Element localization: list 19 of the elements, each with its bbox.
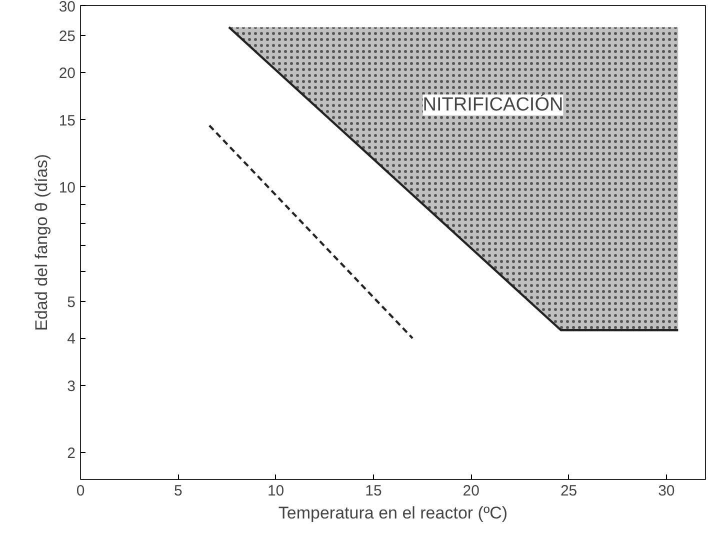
y-tick-label: 10 — [58, 179, 76, 196]
y-tick-label: 5 — [67, 294, 76, 311]
x-axis-title: Temperatura en el reactor (ºC) — [278, 504, 508, 522]
x-tick-label: 5 — [174, 482, 182, 500]
y-tick-label: 15 — [58, 112, 76, 130]
y-tick-label: 3 — [67, 378, 76, 396]
x-tick-label: 30 — [658, 482, 675, 500]
y-tick-label: 25 — [58, 28, 76, 46]
annotation: NITRIFICACIÓN — [422, 94, 564, 116]
y-tick-label: 2 — [67, 445, 76, 462]
y-axis-title: Edad del fango θ (días) — [32, 154, 51, 331]
x-tick-label: 20 — [462, 482, 480, 500]
x-tick-label: 10 — [267, 482, 284, 500]
x-tick-label: 15 — [365, 482, 382, 500]
x-tick-label: 0 — [76, 482, 85, 500]
y-tick-label: 20 — [58, 64, 76, 82]
y-tick-label: 4 — [67, 330, 76, 348]
y-tick-label: 30 — [58, 0, 76, 16]
x-tick-label: 25 — [560, 482, 578, 500]
